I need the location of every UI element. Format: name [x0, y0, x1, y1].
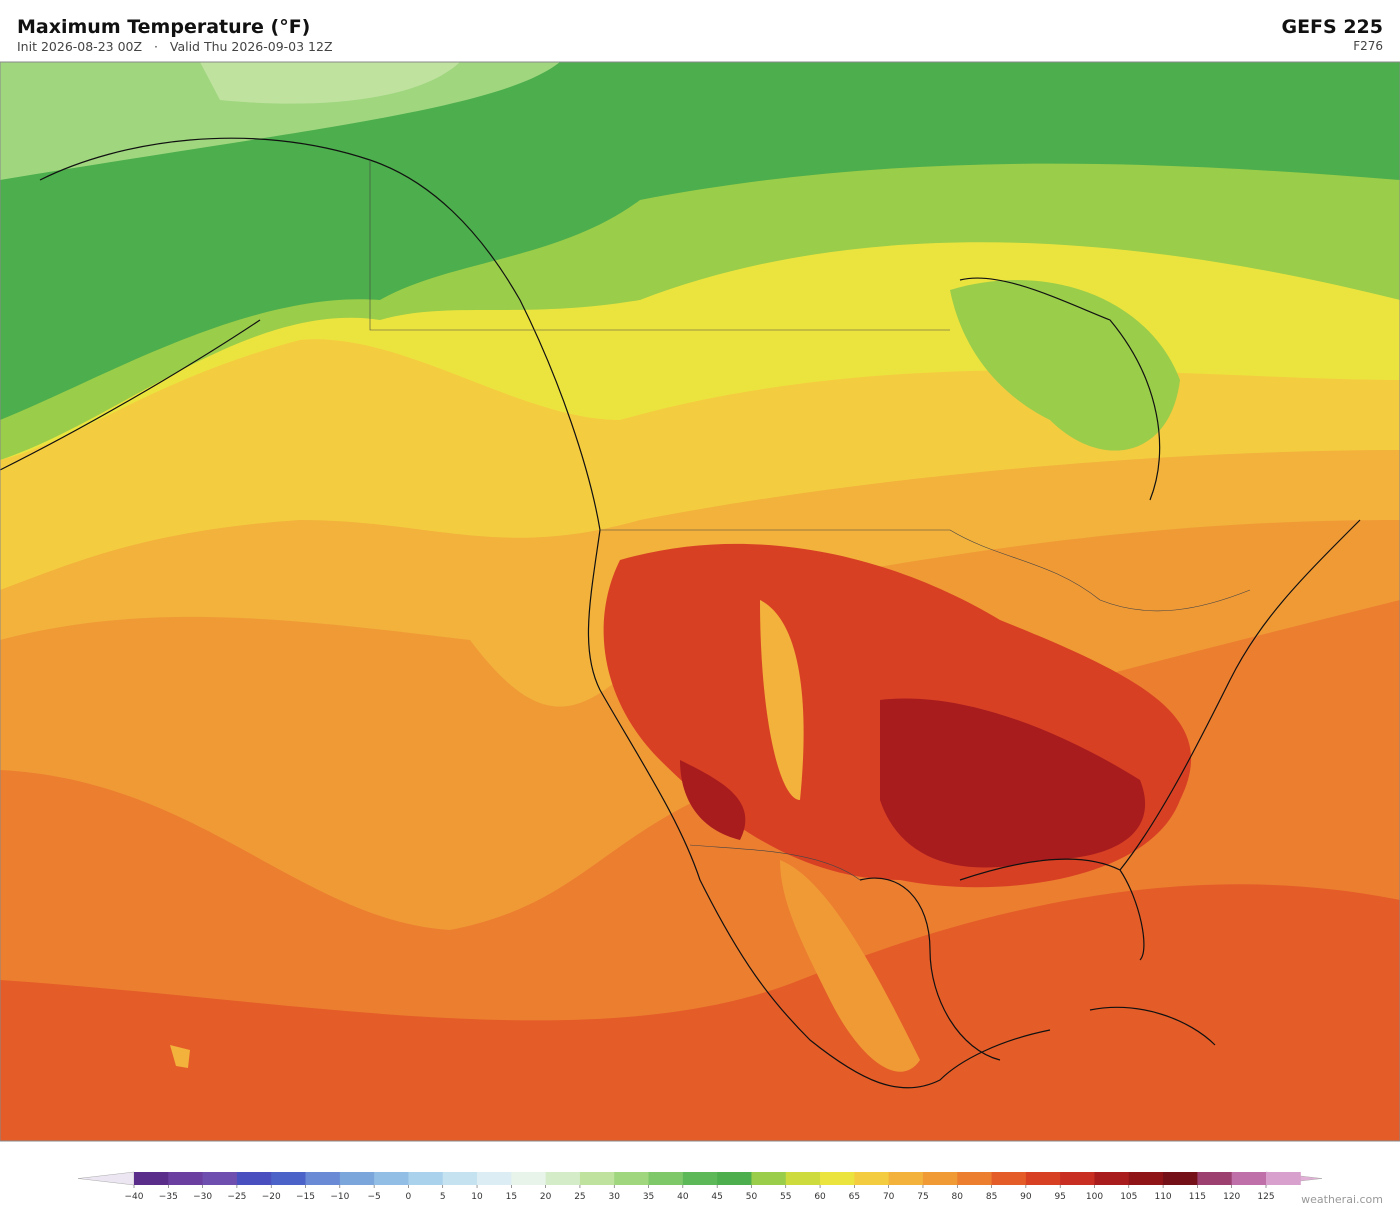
colorbar-bin: [305, 1172, 341, 1185]
colorbar-tick-label: 80: [952, 1192, 964, 1202]
colorbar-tick-label: 75: [917, 1192, 928, 1202]
colorbar-bin: [545, 1172, 581, 1185]
separator: ·: [153, 39, 158, 54]
borders: [369, 160, 1251, 881]
colorbar-bin: [579, 1172, 615, 1185]
colorbar-tick-label: 70: [883, 1192, 895, 1202]
colorbar-bin: [511, 1172, 547, 1185]
colorbar-bin: [1060, 1172, 1095, 1185]
coastlines: [0, 137, 1361, 1089]
colorbar-bin: [957, 1172, 993, 1185]
colorbar-tick-label: 100: [1086, 1192, 1103, 1202]
colorbar-tick-label: 120: [1223, 1192, 1240, 1202]
map-frame: [0, 61, 1400, 1142]
colorbar-bin: [442, 1172, 478, 1185]
colorbar-bin: [648, 1172, 684, 1185]
colorbar-tick-label: 65: [849, 1192, 860, 1202]
colorbar-bin: [408, 1172, 444, 1185]
colorbar-tick-label: 20: [540, 1192, 552, 1202]
colorbar-bin: [785, 1172, 821, 1185]
title: Maximum Temperature (°F): [17, 16, 311, 38]
colorbar-bin: [168, 1172, 204, 1185]
colorbar-tick-label: 110: [1154, 1192, 1171, 1202]
colorbar-bin: [1197, 1172, 1233, 1185]
colorbar-tick-label: 85: [986, 1192, 997, 1202]
colorbar-tick-label: −10: [330, 1192, 349, 1202]
colorbar-bin: [682, 1172, 718, 1185]
colorbar-tick-label: −15: [296, 1192, 315, 1202]
colorbar-bin: [271, 1172, 307, 1185]
colorbar-tick-label: −20: [262, 1192, 281, 1202]
colorbar-tick-label: 5: [440, 1192, 446, 1202]
colorbar-bin: [614, 1172, 650, 1185]
watermark: weatherai.com: [1301, 1193, 1383, 1206]
colorbar-tick-label: −25: [227, 1192, 246, 1202]
colorbar-tick-label: 10: [471, 1192, 483, 1202]
colorbar-bin: [751, 1172, 787, 1185]
valid-time: Valid Thu 2026-09-03 12Z: [169, 39, 333, 54]
colorbar-bin: [1266, 1172, 1301, 1185]
colorbar: −40 −35 −30 −25 −20 −15 −10 −5 0 5 10 15 20 25 30 35 40 4…: [77, 1171, 1323, 1202]
colorbar-tick-label: 30: [609, 1192, 621, 1202]
colorbar-under: [77, 1171, 135, 1186]
colorbar-tick-label: 50: [746, 1192, 758, 1202]
init-time: Init 2026-08-23 00Z: [17, 39, 143, 54]
colorbar-bin: [374, 1172, 409, 1185]
colorbar-bin: [1094, 1172, 1130, 1185]
colorbar-bin: [717, 1172, 752, 1185]
colorbar-tick-label: 90: [1020, 1192, 1032, 1202]
colorbar-tick-label: −30: [193, 1192, 212, 1202]
colorbar-tick-label: 45: [711, 1192, 722, 1202]
colorbar-bin: [1128, 1172, 1164, 1185]
colorbar-bin: [991, 1172, 1027, 1185]
colorbar-tick-label: 105: [1120, 1192, 1137, 1202]
colorbar-tick-label: −35: [159, 1192, 178, 1202]
model: GEFS 225: [1281, 16, 1383, 38]
colorbar-bin: [134, 1172, 169, 1185]
colorbar-tick-label: 40: [677, 1192, 689, 1202]
colorbar-tick-label: 60: [814, 1192, 826, 1202]
colorbar-bin: [922, 1172, 958, 1185]
colorbar-tick-label: 0: [406, 1192, 412, 1202]
colorbar-bin: [888, 1172, 924, 1185]
colorbar-tick-label: 15: [506, 1192, 517, 1202]
colorbar-tick-label: −5: [367, 1192, 380, 1202]
colorbar-tick-label: 115: [1189, 1192, 1206, 1202]
colorbar-bin: [1025, 1172, 1061, 1185]
colorbar-tick-label: 55: [780, 1192, 791, 1202]
temperature-field: [0, 62, 1400, 1141]
colorbar-tick-label: 95: [1054, 1192, 1065, 1202]
colorbar-tick-label: −40: [125, 1192, 144, 1202]
colorbar-tick-label: 25: [574, 1192, 585, 1202]
colorbar-bin: [1163, 1172, 1198, 1185]
colorbar-bin: [202, 1172, 238, 1185]
colorbar-tick-label: 125: [1257, 1192, 1274, 1202]
colorbar-bin: [477, 1172, 512, 1185]
colorbar-bin: [854, 1172, 890, 1185]
colorbar-bin: [339, 1172, 375, 1185]
forecast-hour: F276: [1353, 39, 1383, 53]
subtitle: Init 2026-08-23 00Z · Valid Thu 2026-09-…: [17, 39, 333, 54]
colorbar-bin: [820, 1172, 855, 1185]
colorbar-bin: [1231, 1172, 1267, 1185]
colorbar-tick-label: 35: [643, 1192, 654, 1202]
colorbar-bin: [236, 1172, 272, 1185]
